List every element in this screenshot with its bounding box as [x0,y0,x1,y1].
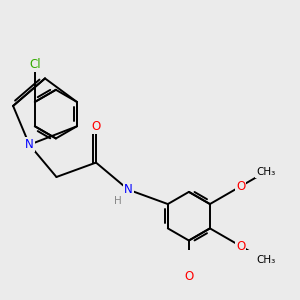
Text: Cl: Cl [29,58,40,70]
Text: CH₃: CH₃ [256,167,275,177]
Text: N: N [25,138,34,151]
Text: O: O [236,180,245,193]
Text: H: H [115,196,122,206]
Text: N: N [124,183,133,196]
Text: O: O [236,240,245,253]
Text: O: O [184,270,194,283]
Text: CH₃: CH₃ [256,256,275,266]
Text: O: O [92,120,100,133]
